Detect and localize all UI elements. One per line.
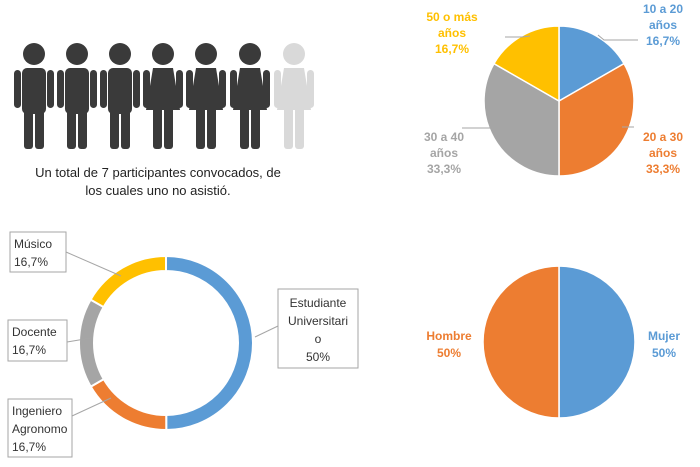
age-slice-label: 10 a 20 años 16,7%	[643, 2, 683, 48]
occupation-label-box	[9, 231, 67, 273]
occupation-label-line: Docente	[12, 325, 57, 339]
man-icon	[57, 43, 97, 149]
leader-line	[65, 251, 122, 277]
gender-slice	[558, 265, 636, 419]
age-slice	[483, 62, 560, 177]
age-label-line: 20 a 30	[643, 130, 683, 144]
age-slice-label: 30 a 40 años 33,3%	[424, 130, 464, 176]
age-label-line: años	[649, 18, 677, 32]
leader-line	[71, 397, 112, 417]
gender-slice	[482, 265, 560, 419]
occupation-label-line: 16,7%	[14, 255, 48, 269]
age-label-line: 33,3%	[427, 162, 461, 176]
participants-icons	[14, 43, 314, 149]
occupation-label-box	[7, 398, 73, 458]
leader-line	[505, 35, 531, 38]
age-slice-label: 20 a 30 años 33,3%	[643, 130, 683, 176]
occupation-label-line: Universitari	[288, 314, 348, 328]
occupation-label: Ingeniero Agronomo 16,7%	[12, 404, 68, 454]
occupation-label: Estudiante Universitari o 50%	[288, 296, 348, 364]
participants-caption-line2: los cuales uno no asistió.	[85, 183, 230, 198]
occupation-label: Docente 16,7%	[12, 325, 57, 357]
age-label-line: 16,7%	[435, 42, 469, 56]
age-label-line: años	[438, 26, 466, 40]
woman-icon	[230, 43, 270, 149]
age-slice-label: 50 o más años 16,7%	[426, 10, 478, 56]
occupation-label-line: Agronomo	[12, 422, 68, 436]
occupation-label-box	[7, 319, 68, 362]
occupation-label-line: 50%	[306, 350, 330, 364]
gender-slice-label: Hombre 50%	[426, 329, 472, 360]
age-label-line: 30 a 40	[424, 130, 464, 144]
gender-label-line: Mujer	[648, 329, 680, 343]
gender-slice-label: Mujer 50%	[648, 329, 680, 360]
occupation-label-box	[277, 288, 359, 369]
man-icon	[14, 43, 54, 149]
gender-label-line: Hombre	[426, 329, 472, 343]
leader-line	[254, 325, 279, 338]
age-slice	[558, 62, 635, 177]
occupation-label: Músico 16,7%	[14, 237, 52, 269]
occupation-label-line: Estudiante	[290, 296, 347, 310]
woman-icon	[274, 43, 314, 149]
occupation-label-line: 16,7%	[12, 440, 46, 454]
participants-caption-line1: Un total de 7 participantes convocados, …	[35, 165, 281, 180]
gender-label-line: 50%	[652, 346, 676, 360]
occupation-label-line: 16,7%	[12, 343, 46, 357]
age-label-line: 50 o más	[426, 10, 478, 24]
occupation-segment	[89, 377, 168, 432]
age-slice	[558, 25, 626, 103]
occupation-donut-chart: Estudiante Universitari o 50% Ingeniero Agron…	[7, 231, 359, 458]
leader-line	[597, 34, 638, 41]
man-icon	[100, 43, 140, 149]
leader-line	[66, 337, 92, 343]
occupation-segment	[89, 254, 167, 309]
occupation-label-line: Músico	[14, 237, 52, 251]
woman-icon	[186, 43, 226, 149]
occupation-segment	[165, 254, 255, 432]
occupation-label-line: o	[315, 332, 322, 346]
age-pie-chart: 10 a 20 años 16,7% 20 a 30 años 33,3% 30 a 40 a…	[424, 2, 683, 177]
age-label-line: 10 a 20	[643, 2, 683, 16]
age-label-line: años	[649, 146, 677, 160]
age-slice	[492, 25, 560, 103]
woman-icon	[143, 43, 183, 149]
age-label-line: 33,3%	[646, 162, 680, 176]
occupation-label-line: Ingeniero	[12, 404, 62, 418]
gender-label-line: 50%	[437, 346, 461, 360]
age-label-line: 16,7%	[646, 34, 680, 48]
age-label-line: años	[430, 146, 458, 160]
gender-pie-chart: Mujer 50% Hombre 50%	[426, 265, 680, 419]
occupation-segment	[78, 298, 106, 389]
